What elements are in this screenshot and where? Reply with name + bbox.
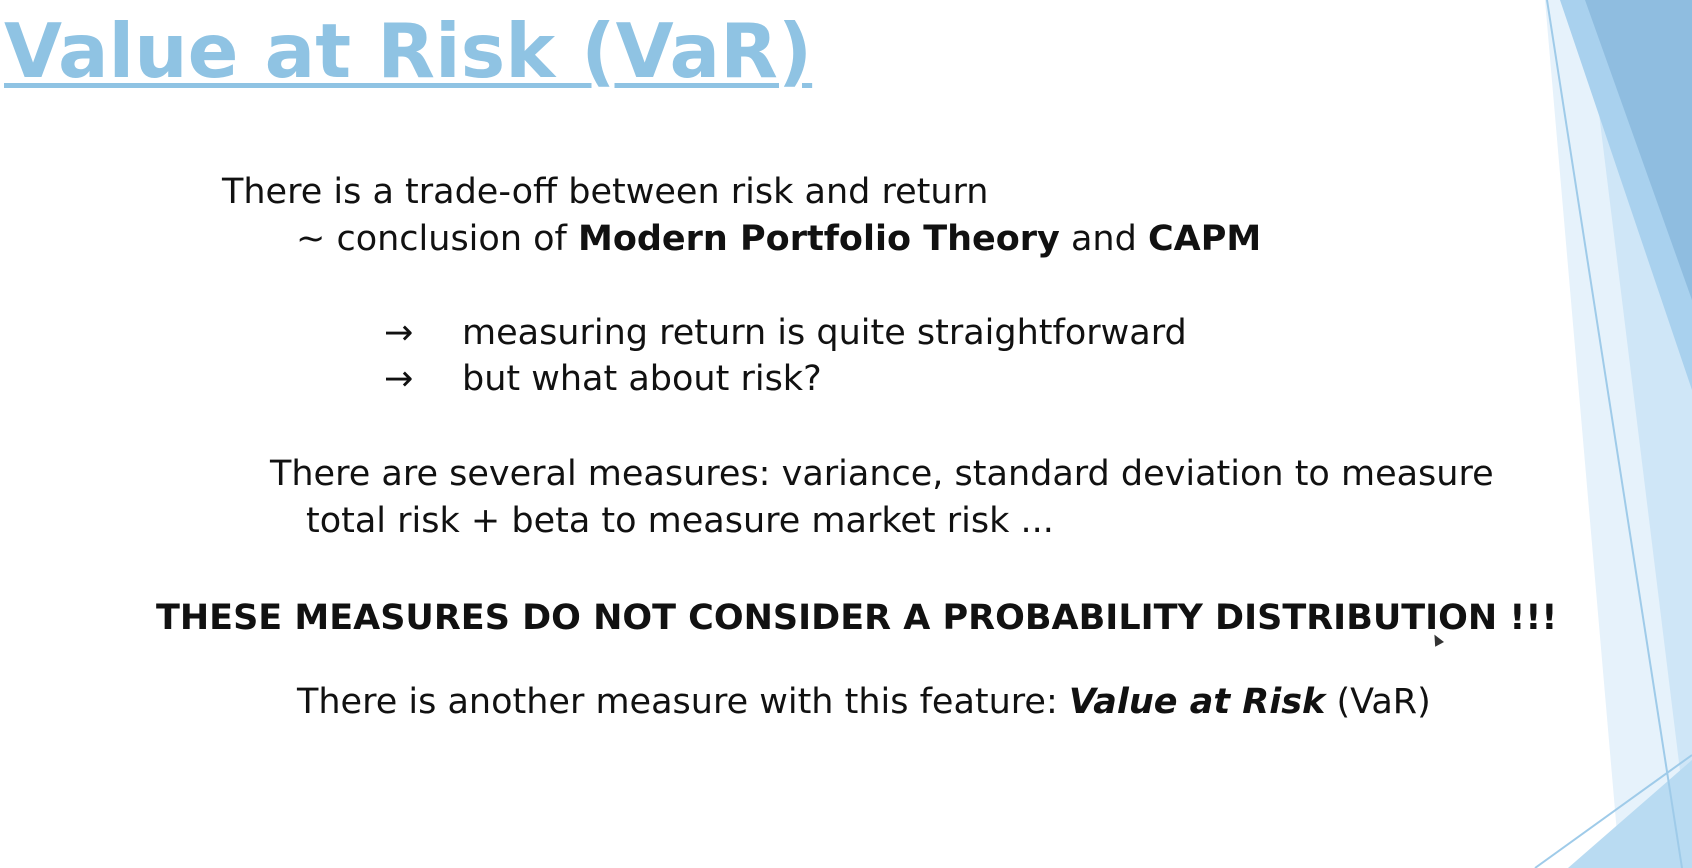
term-modern-portfolio-theory: Modern Portfolio Theory [577,219,1060,259]
bullet-text-risk: but what about risk? [462,359,822,399]
final-line: There is another measure with this featu… [297,681,1431,723]
measures-line-1: There are several measures: variance, st… [270,454,1494,494]
deco-thin-line-2 [1534,754,1692,868]
deco-dark-triangle [1585,0,1692,300]
conclusion-line: ~ conclusion of Modern Portfolio Theory … [296,218,1261,260]
bullet-item-risk: → but what about risk? [384,358,822,400]
deco-thin-line-1 [1546,0,1683,868]
right-arrow-icon: → [384,359,414,399]
final-prefix: There is another measure with this featu… [297,682,1069,722]
bullet-item-return: → measuring return is quite straightforwa… [384,312,1187,354]
deco-faint-triangle [1545,0,1692,868]
term-value-at-risk: Value at Risk [1068,682,1326,722]
deco-bottom-triangle [1568,760,1692,868]
bullet-text-return: measuring return is quite straightforwar… [462,313,1187,353]
deco-mid-triangle [1560,0,1692,390]
conclusion-middle: and [1059,219,1148,259]
deco-light-triangle [1585,0,1692,868]
right-arrow-icon: → [384,313,414,353]
emphasis-statement: THESE MEASURES DO NOT CONSIDER A PROBABI… [156,598,1558,638]
final-suffix: (VaR) [1325,682,1431,722]
tradeoff-line: There is a trade-off between risk and re… [222,172,989,212]
slide-title: Value at Risk (VaR) [4,7,813,95]
term-capm: CAPM [1147,219,1262,259]
measures-line-2: total risk + beta to measure market risk… [306,501,1054,541]
conclusion-prefix: ~ conclusion of [296,219,578,259]
